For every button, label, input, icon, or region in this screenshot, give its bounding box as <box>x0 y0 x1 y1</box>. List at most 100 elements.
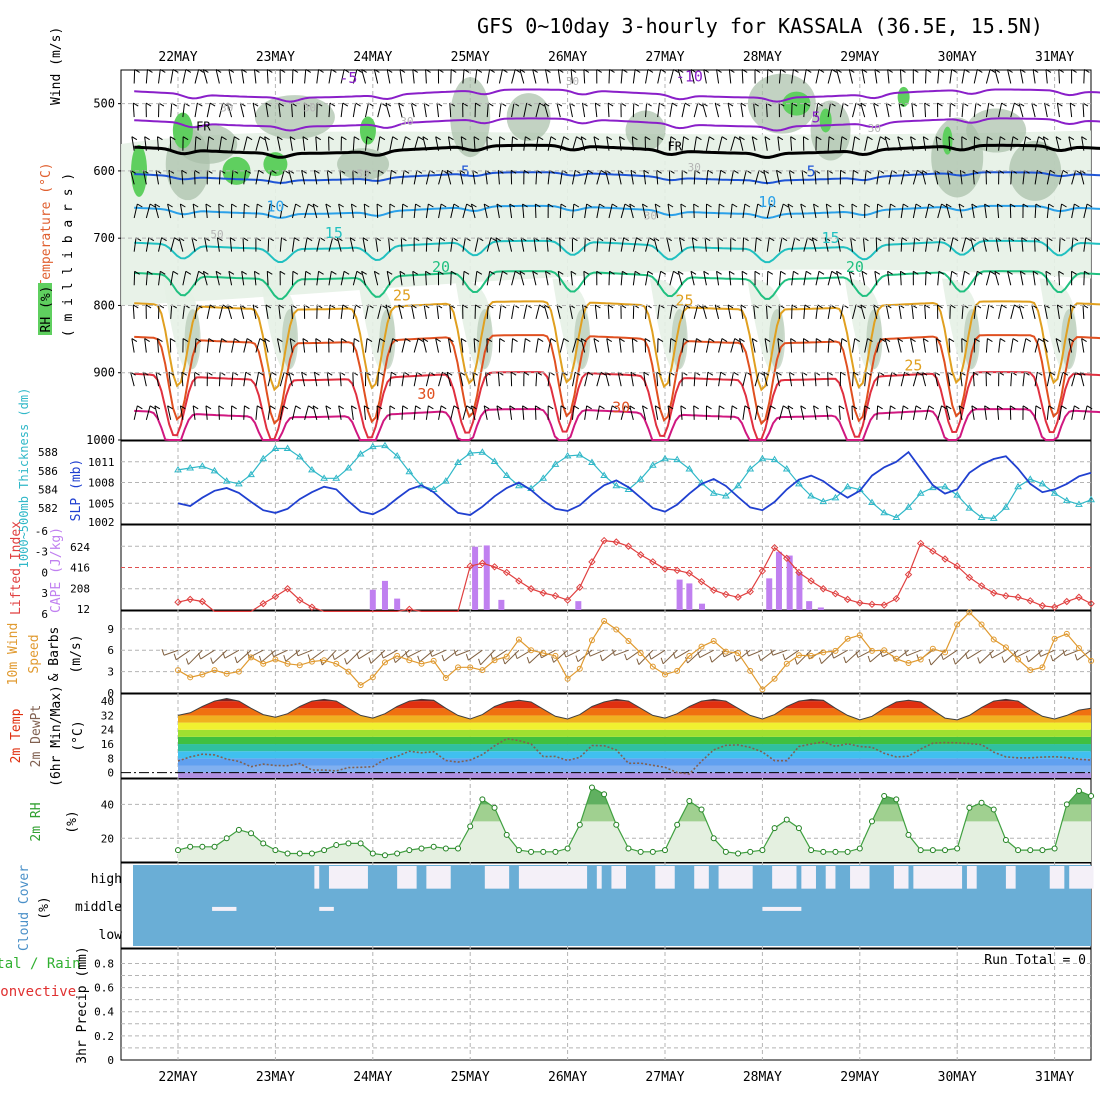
wind-barb <box>268 238 269 252</box>
rh-tick-label: 40 <box>101 798 114 811</box>
middle-cloud-gap <box>762 907 801 911</box>
wind-barb-flag <box>308 406 313 409</box>
temp2m-label: 2m Temp <box>9 708 24 763</box>
upper-label-rh: RH (%) <box>39 286 54 333</box>
wind-barb <box>1059 69 1060 83</box>
wind-barb <box>814 406 816 420</box>
high-cloud-gap <box>913 866 962 889</box>
wind-barb <box>816 69 819 83</box>
wind-barb-flag <box>244 406 249 409</box>
high-cloud-gap <box>485 866 509 889</box>
wind-barb <box>876 238 877 252</box>
wind-speed-line <box>178 612 1091 689</box>
contour-label: FR <box>668 140 683 154</box>
wind-barb <box>1047 406 1048 420</box>
wind-barb <box>351 406 353 420</box>
wind-barb-flag <box>329 339 334 342</box>
wind-barb-flag <box>819 658 821 664</box>
high-cloud-gap <box>1050 866 1065 889</box>
high-cloud-gap <box>894 866 909 889</box>
contour-label: 25 <box>675 291 693 309</box>
wind-barb-flag <box>768 271 773 274</box>
high-cloud-gap <box>519 866 587 889</box>
rh-point <box>760 848 765 853</box>
wind-barb <box>232 339 235 353</box>
rh-point <box>443 846 448 851</box>
rh-point <box>650 849 655 854</box>
wind-barb <box>972 406 974 420</box>
contour-label: 20 <box>432 258 450 276</box>
rh-point <box>456 846 461 851</box>
cloud-unit-label: (%) <box>37 896 52 919</box>
wind-barb <box>743 372 746 386</box>
wind-barb <box>999 339 1001 353</box>
wind-barb <box>700 650 714 657</box>
wind-barb <box>1083 305 1084 319</box>
cape-tick-label: 12 <box>77 603 90 616</box>
wind-barb <box>377 406 378 420</box>
wind-barb <box>748 650 762 656</box>
wind-barb <box>512 305 514 319</box>
rh-point <box>176 848 181 853</box>
wind-barb <box>719 406 720 420</box>
wind-barb <box>741 103 743 117</box>
cape-bar <box>818 607 824 610</box>
rh-point <box>967 805 972 810</box>
wind-barb <box>426 69 427 83</box>
wind-barb <box>402 406 403 420</box>
wind-barb <box>852 372 853 386</box>
high-cloud-gap <box>314 866 319 889</box>
rh-point <box>577 822 582 827</box>
rh-point <box>736 851 741 856</box>
wind-unit-label: (m/s) <box>69 634 84 673</box>
wind-barb-flag <box>369 657 371 663</box>
slp-tick-label: 1005 <box>88 497 115 510</box>
wind-barb <box>132 339 134 353</box>
high-cloud-gap <box>397 866 416 889</box>
rh-saturated <box>360 117 376 145</box>
wind-barb <box>317 69 319 83</box>
wind-barb <box>195 69 199 83</box>
wind-barb <box>201 650 215 659</box>
cloud-level-label: low <box>99 928 123 943</box>
cape-bar <box>677 607 683 610</box>
date-label-top: 27MAY <box>645 50 684 65</box>
wind-barb <box>718 238 719 252</box>
wind-barb <box>828 305 830 319</box>
wind-barb <box>828 339 829 353</box>
precip-convective-label: Convective <box>0 984 76 1000</box>
wind-barb <box>558 69 560 83</box>
temp-bands <box>121 694 1091 778</box>
wind-barb <box>583 103 585 117</box>
wind-barb <box>267 69 268 83</box>
wind-barb-flag <box>284 655 286 661</box>
high-cloud-gap <box>426 866 450 889</box>
wind-barb-flag <box>929 659 931 665</box>
wind-barb <box>560 406 561 420</box>
thickness-tick-label: 586 <box>38 465 58 478</box>
wind-tick-label: 6 <box>107 644 114 657</box>
thickness-tick-label: 582 <box>38 502 58 515</box>
wind-barb <box>655 406 657 420</box>
wind-tick-label: 3 <box>107 666 114 679</box>
wind-barb-flag <box>719 406 724 409</box>
precip-tick-label: 0.6 <box>94 982 114 995</box>
wind-barb <box>633 69 635 83</box>
wind-barb <box>743 238 744 252</box>
wind-barb <box>1082 339 1084 353</box>
wind-barb <box>512 69 516 83</box>
cape-bar <box>484 545 490 610</box>
wind-barb <box>339 406 341 420</box>
slp-tick-label: 1011 <box>88 456 115 469</box>
wind-barb <box>249 650 263 657</box>
rh-point <box>1028 848 1033 853</box>
wind-barb-flag <box>1036 406 1041 409</box>
wind-barb <box>779 271 780 285</box>
rh-point <box>943 848 948 853</box>
wind-barb <box>907 650 921 656</box>
temp-band <box>121 758 1091 765</box>
wind-barb <box>219 406 220 420</box>
